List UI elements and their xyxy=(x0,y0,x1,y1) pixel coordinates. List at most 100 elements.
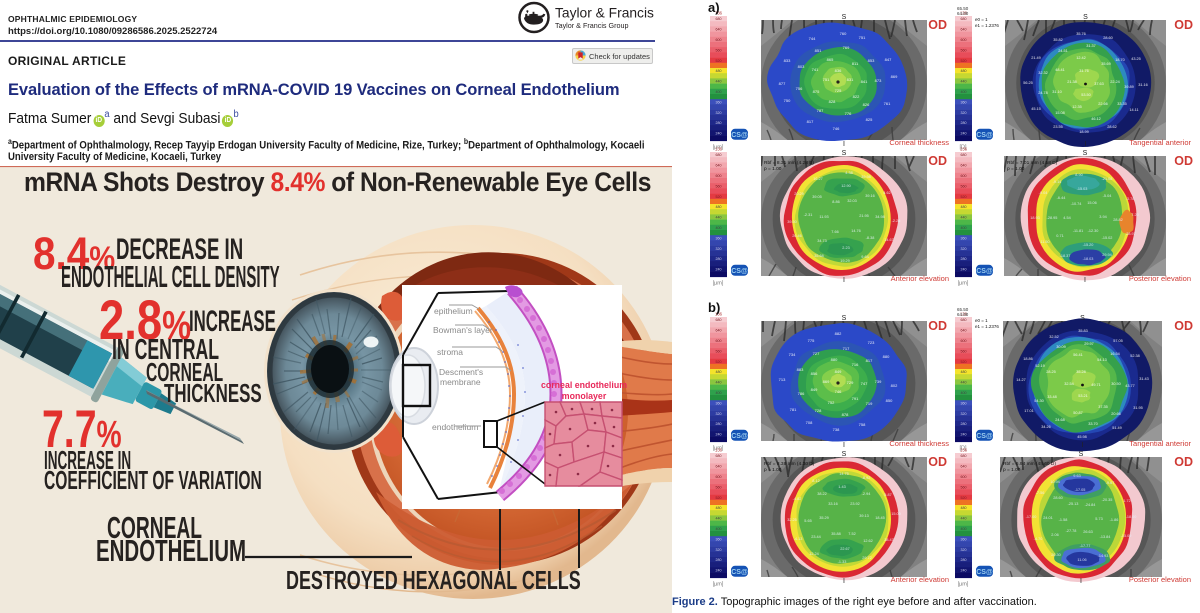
svg-text:640: 640 xyxy=(961,465,967,469)
svg-text:-21.08: -21.08 xyxy=(1102,177,1113,181)
svg-text:endothelium: endothelium xyxy=(432,422,478,432)
svg-text:883: 883 xyxy=(797,367,804,372)
svg-text:320: 320 xyxy=(961,412,967,416)
svg-text:869: 869 xyxy=(823,379,830,384)
svg-text:I: I xyxy=(1080,578,1082,585)
svg-text:600: 600 xyxy=(716,38,722,42)
svg-text:Tangential anterior: Tangential anterior xyxy=(1129,439,1191,448)
svg-text:15.00: 15.00 xyxy=(891,512,901,516)
svg-text:-9.14: -9.14 xyxy=(1053,180,1062,184)
svg-text:12.90: 12.90 xyxy=(841,184,851,188)
svg-text:680: 680 xyxy=(716,454,722,458)
svg-text:400: 400 xyxy=(961,90,967,94)
svg-text:32.32: 32.32 xyxy=(1038,71,1048,75)
svg-text:65.50: 65.50 xyxy=(957,6,969,11)
svg-text:31.16: 31.16 xyxy=(1138,83,1148,87)
svg-text:28.62: 28.62 xyxy=(1107,125,1117,129)
svg-text:400: 400 xyxy=(716,527,722,531)
svg-text:S: S xyxy=(1079,451,1084,458)
svg-text:S: S xyxy=(842,150,847,157)
svg-text:e0 = 1: e0 = 1 xyxy=(975,318,988,323)
svg-text:741: 741 xyxy=(812,67,819,72)
svg-text:480: 480 xyxy=(716,370,722,374)
svg-text:[D]: [D] xyxy=(959,445,967,451)
svg-text:51.49: 51.49 xyxy=(1112,426,1122,430)
svg-text:851: 851 xyxy=(815,48,822,53)
svg-text:33.70: 33.70 xyxy=(1088,422,1098,426)
svg-text:31.37: 31.37 xyxy=(1086,44,1096,48)
svg-text:775: 775 xyxy=(808,338,815,343)
svg-text:280: 280 xyxy=(961,558,967,562)
svg-text:-18.03: -18.03 xyxy=(1083,257,1094,261)
svg-text:680: 680 xyxy=(961,17,967,21)
svg-text:600: 600 xyxy=(961,38,967,42)
svg-text:878: 878 xyxy=(842,412,849,417)
svg-text:21.49: 21.49 xyxy=(1031,56,1041,60)
svg-text:825: 825 xyxy=(866,117,873,122)
svg-text:-9.67: -9.67 xyxy=(1106,481,1115,485)
svg-text:24.78: 24.78 xyxy=(1038,91,1048,95)
svg-text:52.19: 52.19 xyxy=(1035,364,1045,368)
svg-text:880: 880 xyxy=(831,357,838,362)
svg-text:14.75: 14.75 xyxy=(839,472,849,476)
svg-text:882: 882 xyxy=(835,331,842,336)
svg-text:5.73: 5.73 xyxy=(1095,517,1102,521)
svg-text:35.68: 35.68 xyxy=(814,254,824,258)
svg-text:708: 708 xyxy=(806,420,813,425)
svg-text:-4.13: -4.13 xyxy=(794,537,803,541)
svg-text:37.63: 37.63 xyxy=(1094,82,1104,86)
svg-text:35.83: 35.83 xyxy=(1078,329,1088,333)
svg-text:828: 828 xyxy=(829,99,836,104)
svg-text:752: 752 xyxy=(828,400,835,405)
svg-text:751: 751 xyxy=(859,35,866,40)
svg-text:734: 734 xyxy=(789,352,796,357)
svg-text:46.12: 46.12 xyxy=(1091,117,1101,121)
svg-text:-17.77: -17.77 xyxy=(1080,544,1091,548)
svg-text:600: 600 xyxy=(716,174,722,178)
svg-text:320: 320 xyxy=(961,111,967,115)
svg-text:600: 600 xyxy=(961,174,967,178)
svg-text:-28.95: -28.95 xyxy=(1047,216,1058,220)
svg-text:240: 240 xyxy=(716,433,722,437)
svg-text:Rbf = 8.38 mm (4.30 D): Rbf = 8.38 mm (4.30 D) xyxy=(764,461,815,467)
svg-text:-1.33: -1.33 xyxy=(838,560,847,564)
svg-text:53.21: 53.21 xyxy=(1078,394,1088,398)
svg-text:480: 480 xyxy=(716,205,722,209)
svg-text:440: 440 xyxy=(961,216,967,220)
svg-text:18.70: 18.70 xyxy=(1115,58,1125,62)
svg-text:30.50: 30.50 xyxy=(1111,382,1121,386)
svg-text:38.22: 38.22 xyxy=(817,492,827,496)
svg-text:34.98: 34.98 xyxy=(875,215,885,219)
svg-text:35.82: 35.82 xyxy=(1053,38,1063,42)
svg-text:5.87: 5.87 xyxy=(884,493,891,497)
svg-text:I: I xyxy=(1085,141,1087,148)
svg-text:400: 400 xyxy=(716,90,722,94)
svg-text:560: 560 xyxy=(716,48,722,52)
svg-text:240: 240 xyxy=(716,569,722,573)
svg-text:-27.78: -27.78 xyxy=(1066,529,1077,533)
svg-text:35.88: 35.88 xyxy=(831,532,841,536)
svg-text:791: 791 xyxy=(852,396,859,401)
svg-text:64.00: 64.00 xyxy=(957,312,969,317)
svg-text:39.05: 39.05 xyxy=(812,195,822,199)
svg-text:847: 847 xyxy=(885,57,892,62)
svg-text:873: 873 xyxy=(875,78,882,83)
svg-text:781: 781 xyxy=(790,407,797,412)
svg-text:Posterior elevation: Posterior elevation xyxy=(1129,575,1191,584)
svg-text:-10.74: -10.74 xyxy=(1071,202,1082,206)
svg-text:stroma: stroma xyxy=(437,347,463,357)
svg-text:24.01: 24.01 xyxy=(1043,516,1053,520)
svg-text:43.77: 43.77 xyxy=(1125,384,1135,388)
svg-text:877: 877 xyxy=(779,81,786,86)
svg-text:680: 680 xyxy=(716,153,722,157)
svg-text:520: 520 xyxy=(961,195,967,199)
svg-text:37.35: 37.35 xyxy=(1098,405,1108,409)
svg-text:440: 440 xyxy=(716,80,722,84)
svg-text:-5.04: -5.04 xyxy=(1103,194,1112,198)
svg-text:5.65: 5.65 xyxy=(804,519,811,523)
svg-text:280: 280 xyxy=(961,257,967,261)
svg-text:520: 520 xyxy=(716,496,722,500)
svg-text:680: 680 xyxy=(961,153,967,157)
svg-text:p = 1.00: p = 1.00 xyxy=(1003,467,1021,473)
svg-text:OD: OD xyxy=(928,154,947,168)
